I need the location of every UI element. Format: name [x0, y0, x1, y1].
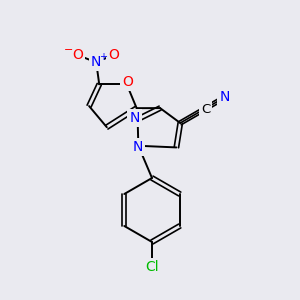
- Text: Cl: Cl: [145, 260, 159, 274]
- Text: O: O: [122, 75, 133, 89]
- Text: N: N: [91, 55, 101, 69]
- Text: N: N: [130, 111, 140, 125]
- Text: O: O: [72, 48, 83, 62]
- Text: C: C: [201, 103, 210, 116]
- Text: −: −: [64, 45, 73, 55]
- Text: +: +: [99, 52, 107, 62]
- Text: N: N: [219, 90, 230, 104]
- Text: N: N: [132, 140, 142, 154]
- Text: O: O: [108, 48, 119, 62]
